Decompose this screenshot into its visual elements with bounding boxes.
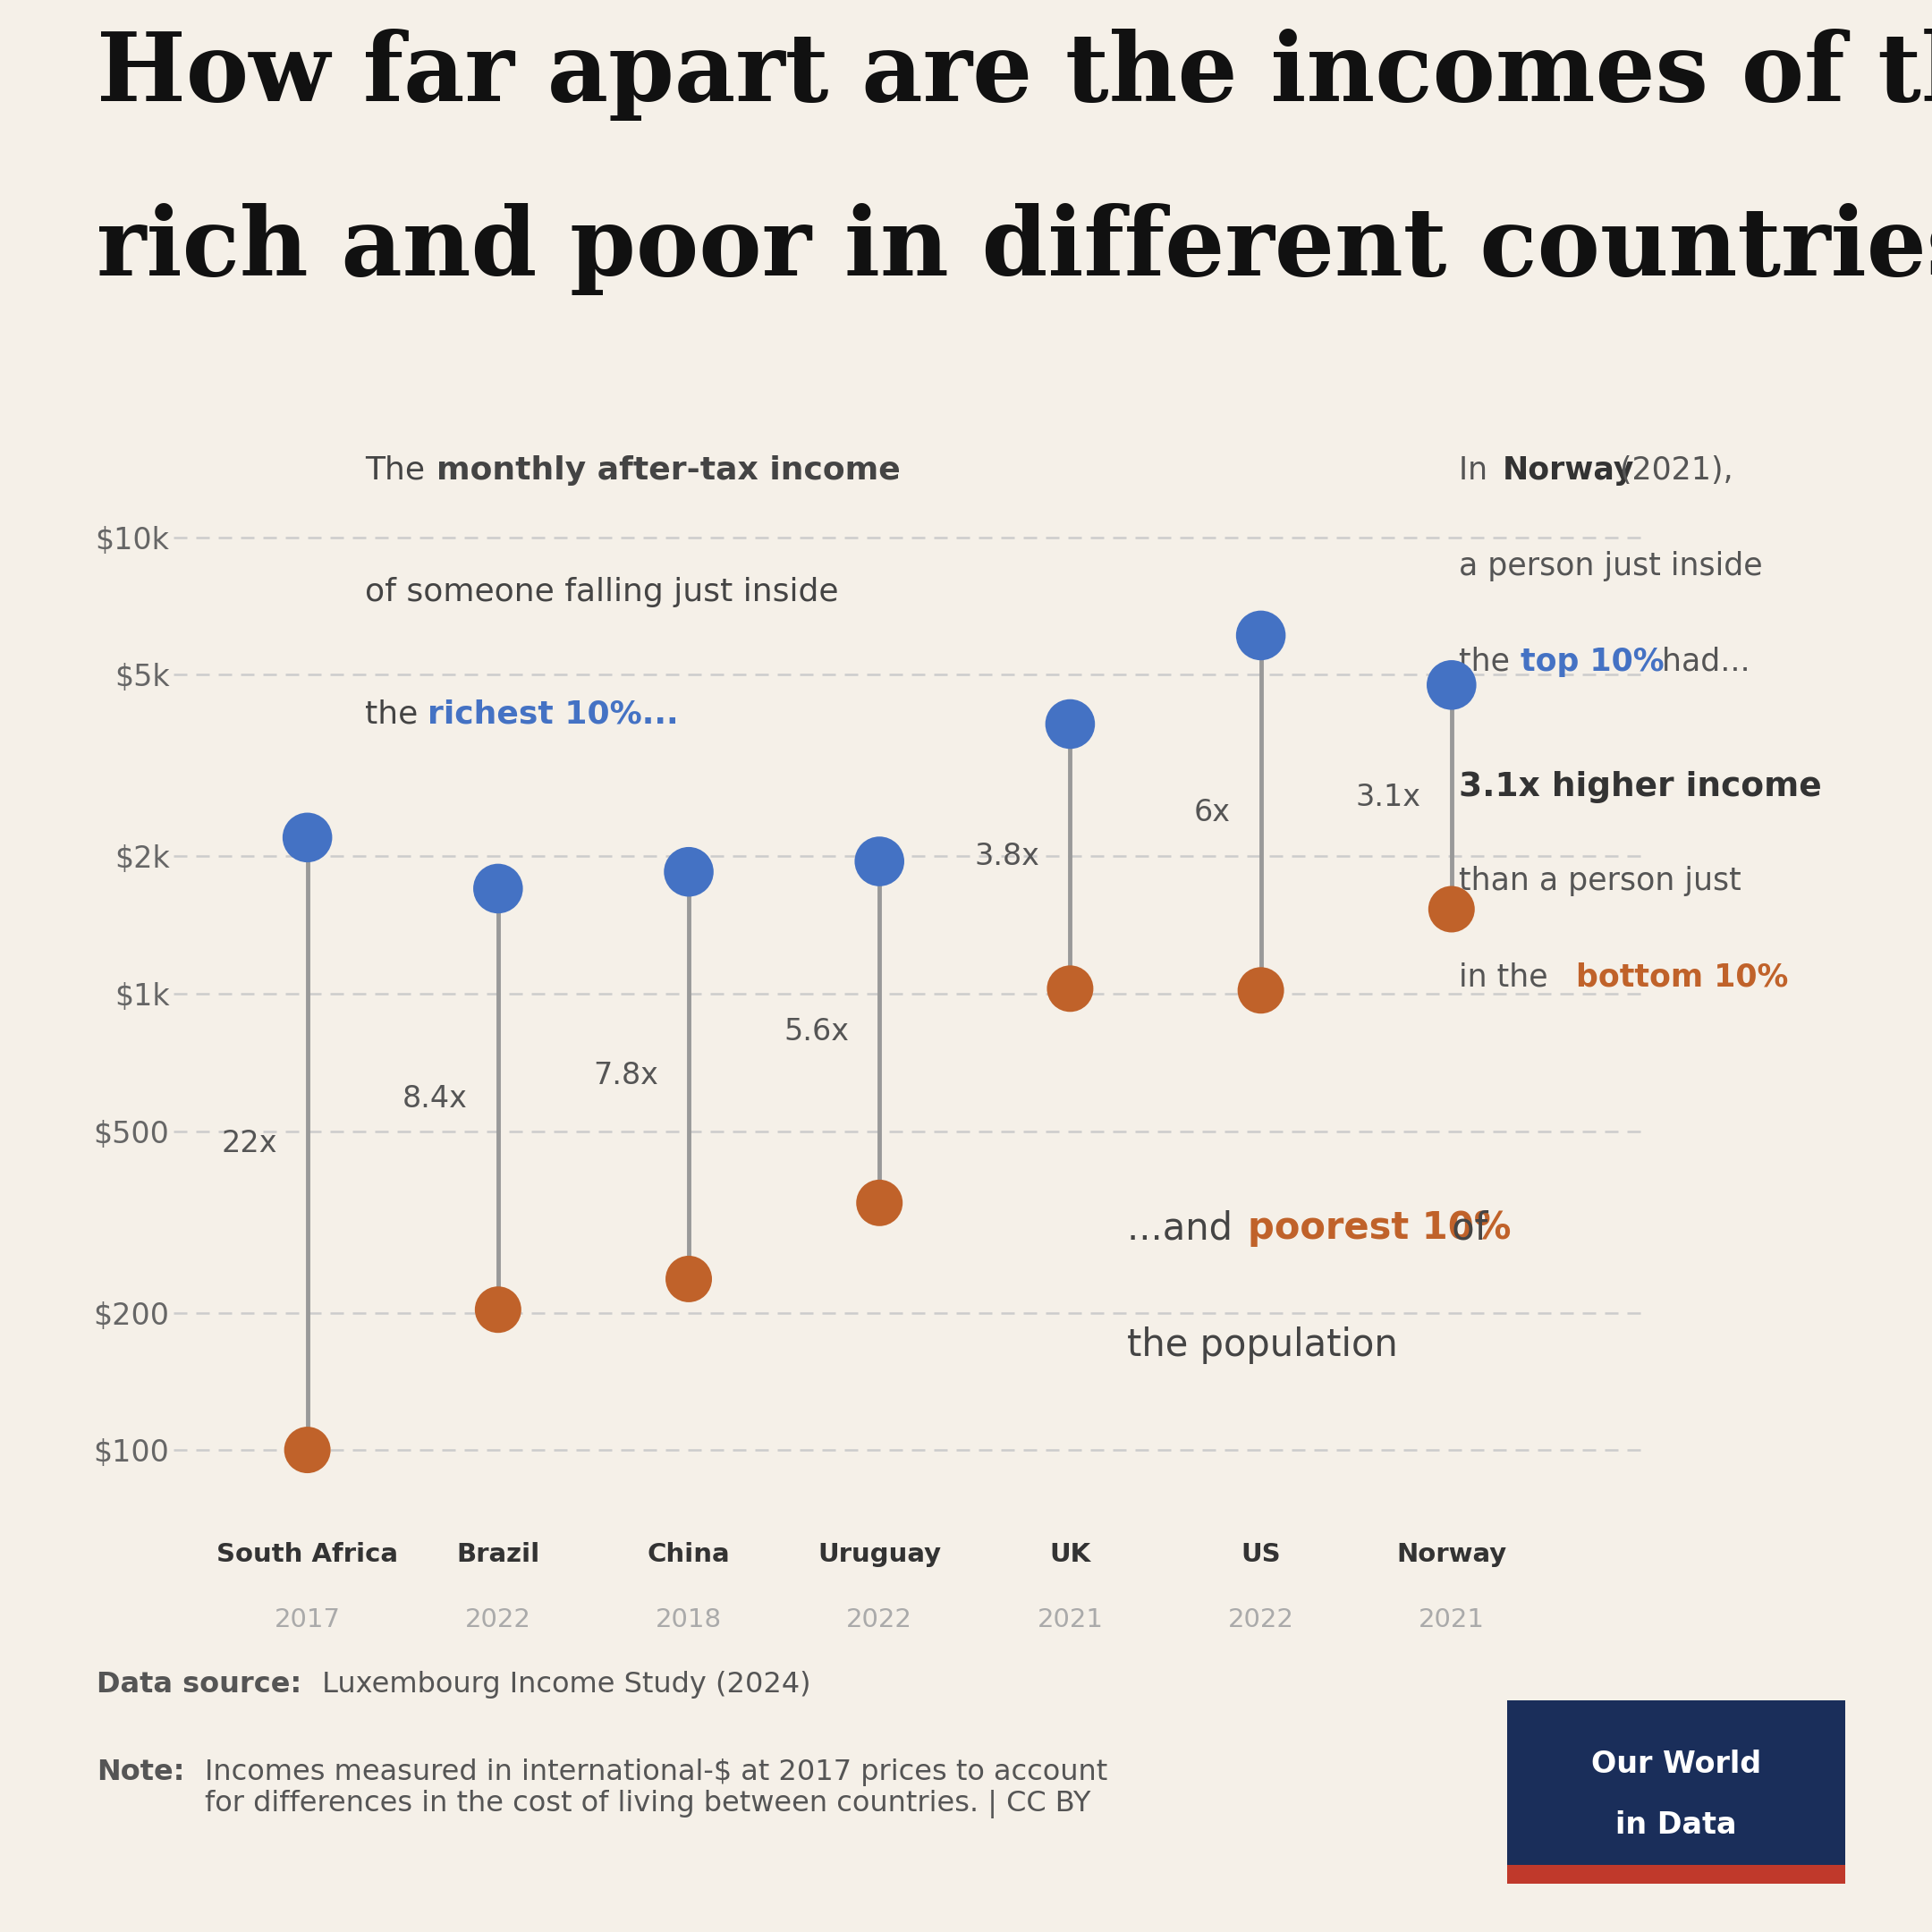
Text: 3.8x: 3.8x bbox=[974, 842, 1039, 871]
Text: 2017: 2017 bbox=[274, 1607, 340, 1633]
Point bbox=[672, 1264, 703, 1294]
Text: Norway: Norway bbox=[1397, 1542, 1507, 1567]
Text: 22x: 22x bbox=[220, 1128, 276, 1159]
Bar bbox=[1507, 1866, 1845, 1884]
Text: a person just inside: a person just inside bbox=[1459, 551, 1762, 582]
Text: How far apart are the incomes of the: How far apart are the incomes of the bbox=[97, 29, 1932, 122]
Text: US: US bbox=[1240, 1542, 1281, 1567]
Text: (2021),: (2021), bbox=[1609, 456, 1733, 485]
Text: 2021: 2021 bbox=[1418, 1607, 1484, 1633]
Text: 2021: 2021 bbox=[1037, 1607, 1103, 1633]
Point bbox=[292, 821, 323, 852]
Text: South Africa: South Africa bbox=[216, 1542, 398, 1567]
Text: In: In bbox=[1459, 456, 1497, 485]
Text: the: the bbox=[365, 699, 429, 730]
Text: poorest 10%: poorest 10% bbox=[1248, 1209, 1511, 1246]
Point bbox=[1055, 974, 1086, 1005]
Text: 3.1x: 3.1x bbox=[1356, 782, 1422, 811]
Text: 6x: 6x bbox=[1194, 798, 1231, 827]
Text: Norway: Norway bbox=[1503, 456, 1634, 485]
Text: top 10%: top 10% bbox=[1520, 645, 1663, 676]
Text: UK: UK bbox=[1049, 1542, 1092, 1567]
Text: 2022: 2022 bbox=[1227, 1607, 1294, 1633]
Point bbox=[864, 846, 895, 877]
Text: of: of bbox=[1439, 1209, 1488, 1246]
Text: Brazil: Brazil bbox=[456, 1542, 539, 1567]
Text: in Data: in Data bbox=[1615, 1810, 1737, 1839]
Point bbox=[864, 1188, 895, 1219]
Text: the population: the population bbox=[1128, 1325, 1399, 1364]
Text: Uruguay: Uruguay bbox=[817, 1542, 941, 1567]
Text: The: The bbox=[365, 456, 435, 485]
Text: China: China bbox=[647, 1542, 730, 1567]
Text: 2022: 2022 bbox=[466, 1607, 531, 1633]
Text: the: the bbox=[1459, 645, 1519, 676]
Text: ...and: ...and bbox=[1128, 1209, 1244, 1246]
Text: 7.8x: 7.8x bbox=[593, 1061, 659, 1090]
Point bbox=[1435, 670, 1466, 701]
Text: rich and poor in different countries?: rich and poor in different countries? bbox=[97, 203, 1932, 296]
Text: Note:: Note: bbox=[97, 1758, 185, 1785]
Text: Data source:: Data source: bbox=[97, 1671, 301, 1698]
Text: 5.6x: 5.6x bbox=[784, 1018, 848, 1047]
Text: 3.1x higher income: 3.1x higher income bbox=[1459, 771, 1822, 804]
Text: richest 10%...: richest 10%... bbox=[427, 699, 678, 730]
Text: Our World: Our World bbox=[1590, 1750, 1762, 1779]
Point bbox=[1246, 976, 1277, 1007]
Text: 2022: 2022 bbox=[846, 1607, 912, 1633]
Text: in the: in the bbox=[1459, 962, 1557, 993]
Text: 8.4x: 8.4x bbox=[402, 1084, 468, 1115]
Point bbox=[1055, 709, 1086, 740]
Point bbox=[483, 873, 514, 904]
Text: monthly after-tax income: monthly after-tax income bbox=[437, 456, 900, 485]
Text: Luxembourg Income Study (2024): Luxembourg Income Study (2024) bbox=[313, 1671, 811, 1698]
Point bbox=[483, 1294, 514, 1325]
Point bbox=[292, 1434, 323, 1464]
Point bbox=[1435, 895, 1466, 925]
Text: bottom 10%: bottom 10% bbox=[1577, 962, 1789, 993]
Point bbox=[672, 856, 703, 887]
Text: of someone falling just inside: of someone falling just inside bbox=[365, 578, 838, 607]
Text: had...: had... bbox=[1652, 645, 1750, 676]
Text: 2018: 2018 bbox=[655, 1607, 723, 1633]
Point bbox=[1246, 620, 1277, 651]
Text: Incomes measured in international-$ at 2017 prices to account
for differences in: Incomes measured in international-$ at 2… bbox=[205, 1758, 1107, 1818]
Text: than a person just: than a person just bbox=[1459, 866, 1741, 896]
